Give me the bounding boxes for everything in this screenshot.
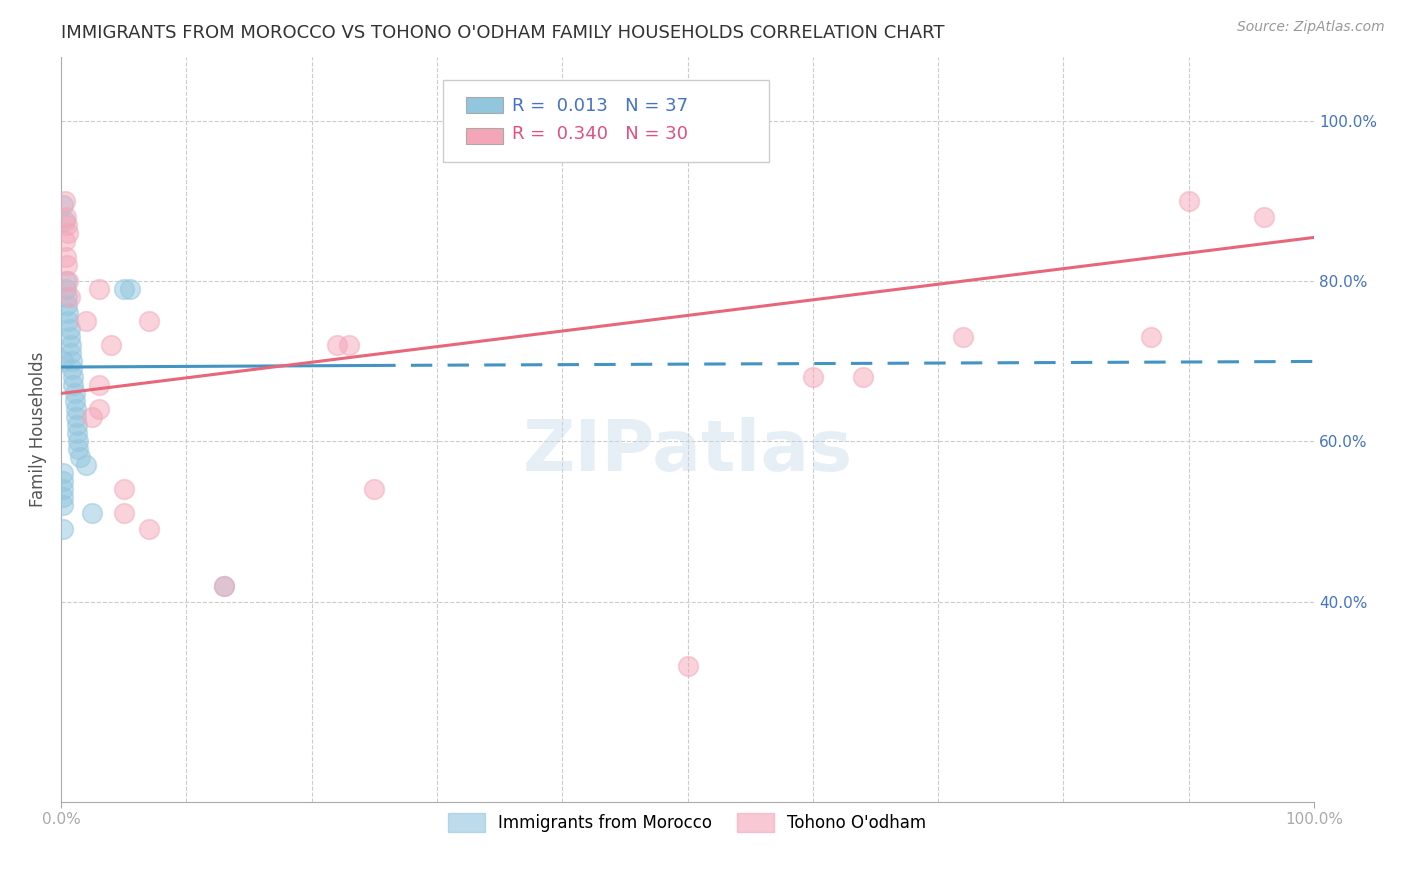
Point: [62, 378, 84, 392]
Point: [87, 378, 110, 392]
Point: [66, 426, 89, 441]
Point: [87, 282, 110, 296]
Text: R =  0.013   N = 37: R = 0.013 N = 37: [512, 96, 688, 115]
Text: ZIPatlas: ZIPatlas: [523, 417, 852, 486]
Point: [55, 282, 77, 296]
Point: [56, 290, 79, 304]
Point: [1177, 194, 1199, 209]
Point: [67, 442, 90, 457]
FancyBboxPatch shape: [465, 97, 503, 113]
Point: [676, 658, 699, 673]
Point: [52, 198, 75, 212]
Text: R =  0.340   N = 30: R = 0.340 N = 30: [512, 125, 688, 143]
Point: [63, 386, 86, 401]
Point: [53, 194, 76, 209]
Point: [58, 314, 80, 328]
Point: [52, 354, 75, 368]
Point: [212, 578, 235, 592]
FancyBboxPatch shape: [465, 128, 503, 145]
Point: [82, 507, 104, 521]
Point: [66, 418, 89, 433]
Point: [82, 410, 104, 425]
Point: [60, 354, 83, 368]
Point: [53, 235, 76, 249]
Point: [56, 259, 79, 273]
Point: [52, 467, 75, 481]
Point: [56, 298, 79, 312]
Point: [112, 483, 135, 497]
Point: [138, 314, 160, 328]
Point: [65, 410, 87, 425]
Point: [852, 370, 875, 384]
Y-axis label: Family Households: Family Households: [30, 351, 46, 508]
Point: [112, 282, 135, 296]
Point: [1140, 330, 1163, 344]
Point: [75, 314, 97, 328]
Point: [69, 450, 91, 465]
Point: [59, 290, 82, 304]
Point: [52, 499, 75, 513]
Point: [67, 434, 90, 449]
Point: [55, 211, 77, 225]
Point: [65, 402, 87, 417]
Legend: Immigrants from Morocco, Tohono O'odham: Immigrants from Morocco, Tohono O'odham: [434, 799, 939, 846]
Point: [52, 483, 75, 497]
Point: [62, 370, 84, 384]
Point: [52, 475, 75, 489]
Point: [59, 346, 82, 360]
Point: [55, 275, 77, 289]
Point: [60, 362, 83, 376]
Point: [952, 330, 974, 344]
Point: [801, 370, 824, 384]
Point: [58, 306, 80, 320]
Point: [112, 507, 135, 521]
Point: [58, 227, 80, 241]
Point: [212, 578, 235, 592]
Point: [87, 402, 110, 417]
Point: [59, 330, 82, 344]
Point: [59, 338, 82, 352]
Text: Source: ZipAtlas.com: Source: ZipAtlas.com: [1237, 20, 1385, 34]
Point: [56, 219, 79, 233]
Point: [100, 338, 122, 352]
Point: [325, 338, 347, 352]
Point: [63, 394, 86, 409]
Point: [52, 491, 75, 505]
Point: [1253, 211, 1275, 225]
Point: [52, 523, 75, 537]
Text: IMMIGRANTS FROM MOROCCO VS TOHONO O'ODHAM FAMILY HOUSEHOLDS CORRELATION CHART: IMMIGRANTS FROM MOROCCO VS TOHONO O'ODHA…: [60, 24, 945, 42]
Point: [53, 214, 76, 228]
Point: [118, 282, 141, 296]
FancyBboxPatch shape: [443, 79, 769, 161]
Point: [59, 322, 82, 336]
Point: [363, 483, 385, 497]
Point: [58, 275, 80, 289]
Point: [138, 523, 160, 537]
Point: [337, 338, 360, 352]
Point: [75, 458, 97, 473]
Point: [55, 251, 77, 265]
